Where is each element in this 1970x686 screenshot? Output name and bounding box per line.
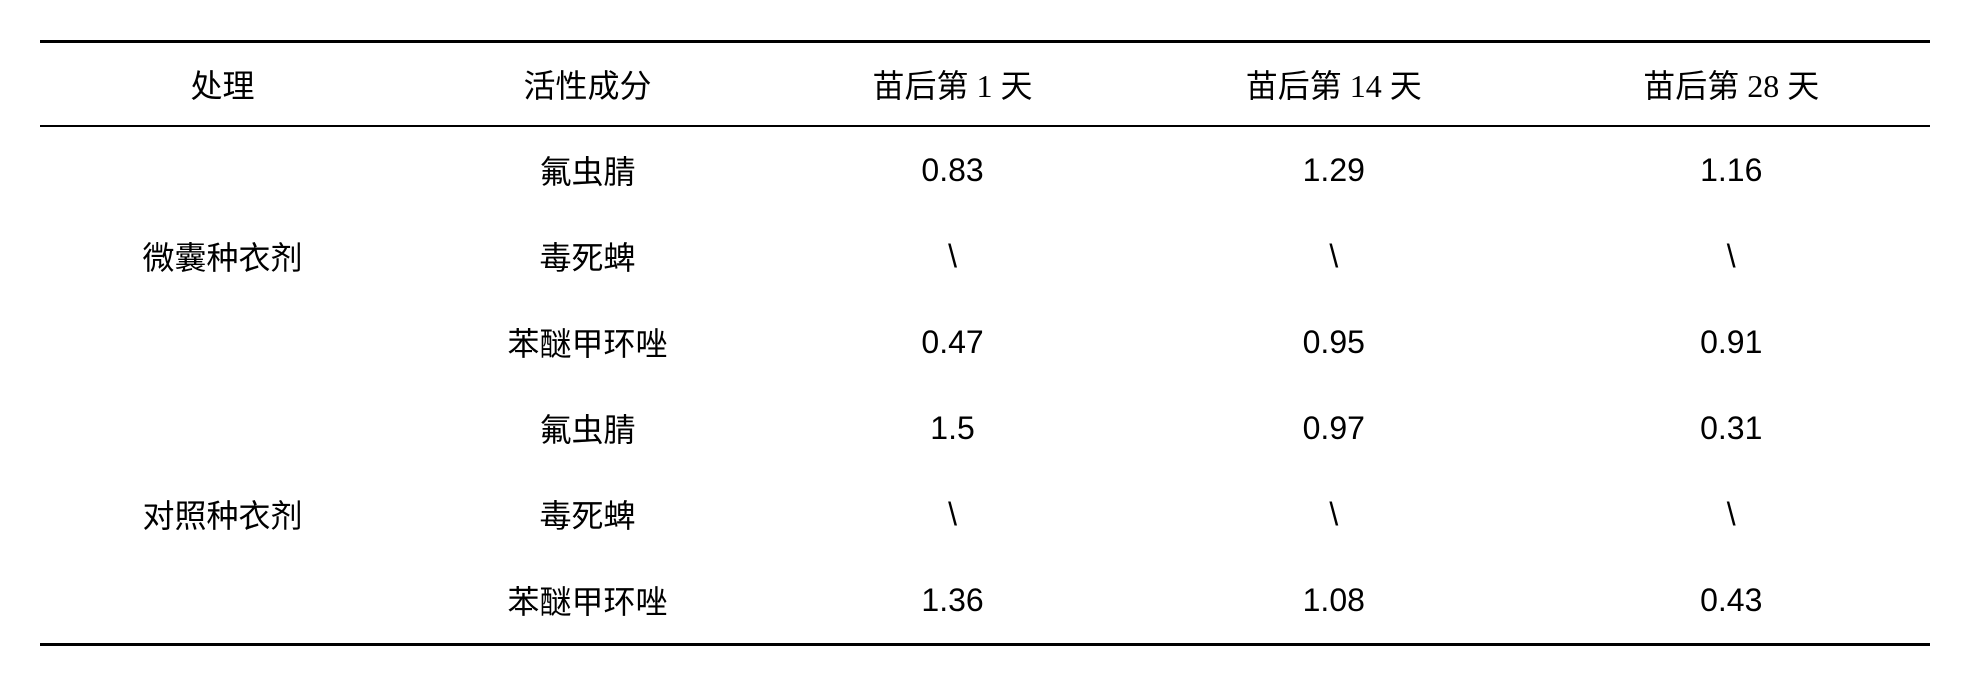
table-row: 微囊种衣剂 毒死蜱 \ \ \	[40, 213, 1930, 299]
value-cell: 0.91	[1533, 299, 1931, 385]
value-cell: 1.29	[1135, 126, 1532, 213]
value-cell: 1.5	[770, 385, 1135, 471]
treatment-cell-empty	[40, 299, 405, 385]
value-cell: \	[770, 471, 1135, 557]
value-cell: \	[1135, 471, 1532, 557]
treatment-cell-empty	[40, 126, 405, 213]
data-table-container: 处理 活性成分 苗后第 1 天 苗后第 14 天 苗后第 28 天 氟虫腈 0.…	[40, 40, 1930, 646]
ingredient-cell: 毒死蜱	[405, 213, 770, 299]
value-cell: \	[1533, 213, 1931, 299]
value-cell: 0.47	[770, 299, 1135, 385]
table-row: 苯醚甲环唑 1.36 1.08 0.43	[40, 557, 1930, 645]
treatment-cell: 微囊种衣剂	[40, 213, 405, 299]
table-row: 苯醚甲环唑 0.47 0.95 0.91	[40, 299, 1930, 385]
data-table: 处理 活性成分 苗后第 1 天 苗后第 14 天 苗后第 28 天 氟虫腈 0.…	[40, 40, 1930, 646]
treatment-cell: 对照种衣剂	[40, 471, 405, 557]
treatment-cell-empty	[40, 557, 405, 645]
ingredient-cell: 氟虫腈	[405, 385, 770, 471]
table-row: 氟虫腈 1.5 0.97 0.31	[40, 385, 1930, 471]
value-cell: \	[1135, 213, 1532, 299]
ingredient-cell: 苯醚甲环唑	[405, 557, 770, 645]
value-cell: 0.95	[1135, 299, 1532, 385]
value-cell: \	[770, 213, 1135, 299]
value-cell: 0.97	[1135, 385, 1532, 471]
value-cell: 1.36	[770, 557, 1135, 645]
header-day1: 苗后第 1 天	[770, 42, 1135, 127]
header-day28: 苗后第 28 天	[1533, 42, 1931, 127]
table-row: 对照种衣剂 毒死蜱 \ \ \	[40, 471, 1930, 557]
value-cell: 1.16	[1533, 126, 1931, 213]
value-cell: 1.08	[1135, 557, 1532, 645]
ingredient-cell: 苯醚甲环唑	[405, 299, 770, 385]
treatment-cell-empty	[40, 385, 405, 471]
value-cell: 0.31	[1533, 385, 1931, 471]
ingredient-cell: 毒死蜱	[405, 471, 770, 557]
value-cell: \	[1533, 471, 1931, 557]
header-treatment: 处理	[40, 42, 405, 127]
table-row: 氟虫腈 0.83 1.29 1.16	[40, 126, 1930, 213]
table-header-row: 处理 活性成分 苗后第 1 天 苗后第 14 天 苗后第 28 天	[40, 42, 1930, 127]
header-ingredient: 活性成分	[405, 42, 770, 127]
header-day14: 苗后第 14 天	[1135, 42, 1532, 127]
value-cell: 0.83	[770, 126, 1135, 213]
value-cell: 0.43	[1533, 557, 1931, 645]
ingredient-cell: 氟虫腈	[405, 126, 770, 213]
